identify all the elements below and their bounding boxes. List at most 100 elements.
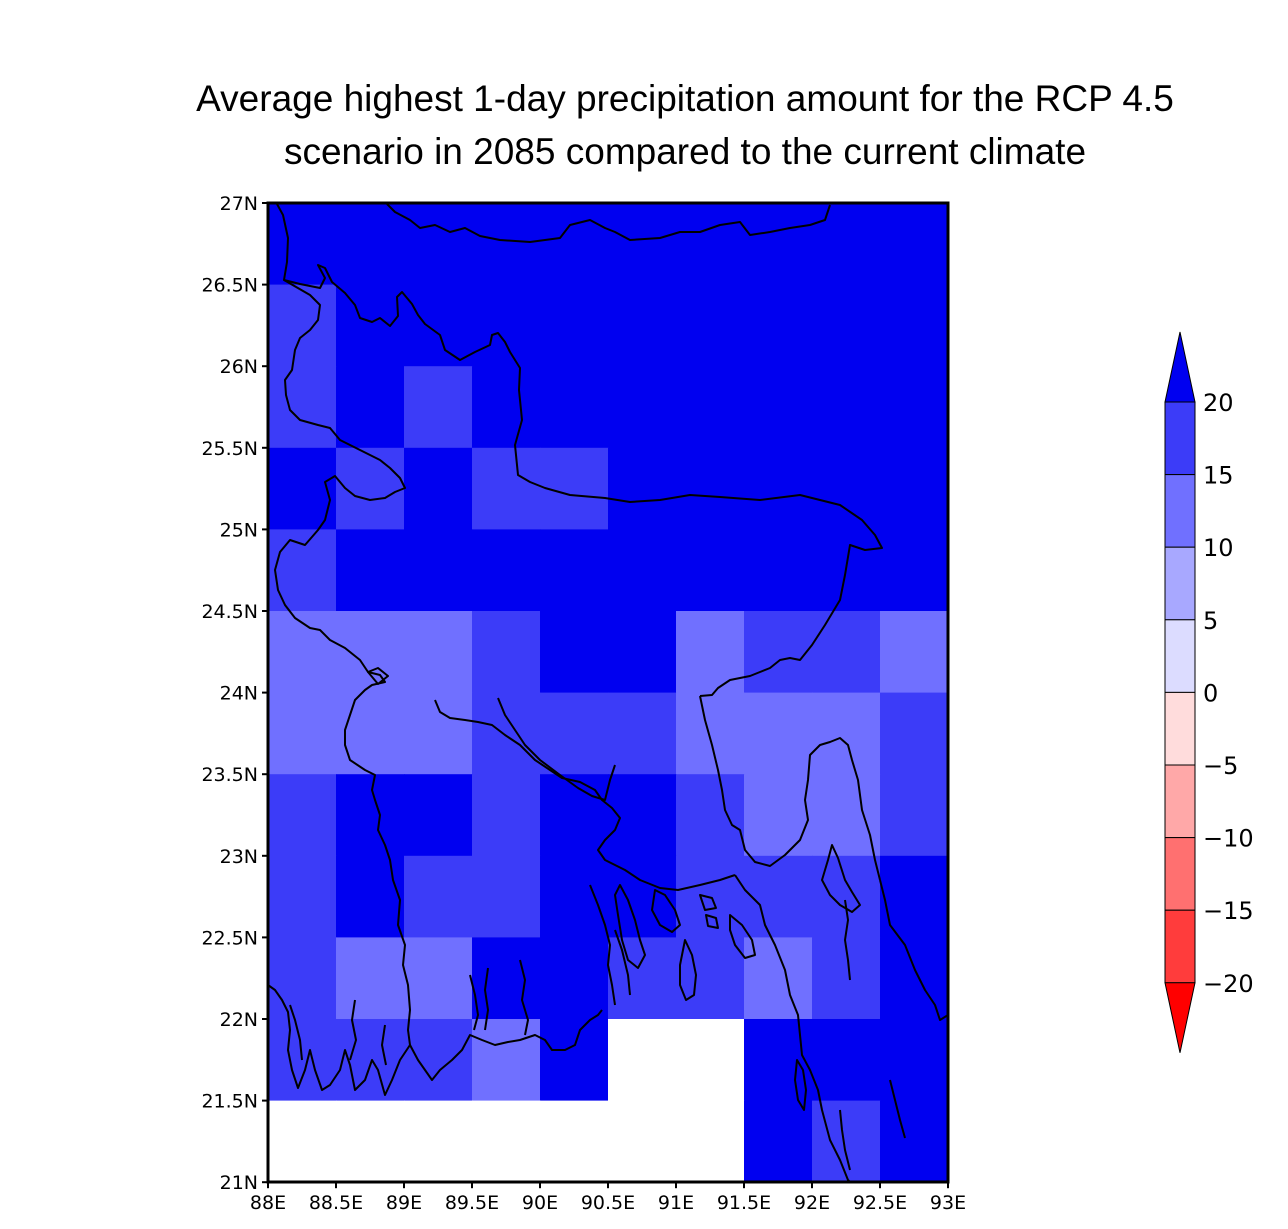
x-axis-tick-label: 89E <box>386 1192 422 1214</box>
tidal-river-5 <box>484 967 489 1031</box>
x-axis: 88E 88.5E 89E 89.5E 90E 90.5E 91E 91.5E 92E 92.5E… <box>250 1182 966 1214</box>
x-axis-tick-label: 88.5E <box>309 1192 363 1214</box>
grid-cell <box>880 855 949 938</box>
grid-cell <box>812 855 881 938</box>
grid-cell <box>540 366 609 449</box>
y-axis: 27N 26.5N 26N 25.5N 25N 24.5N 24N 23.5N 23N 22.5N… <box>201 193 268 1194</box>
grid-cell <box>608 447 677 530</box>
grid-cell <box>472 774 541 857</box>
grid-cell <box>268 366 337 449</box>
east-coast-inlet <box>889 1079 906 1139</box>
colorbar-label: 15 <box>1203 462 1234 490</box>
tidal-river-8 <box>614 929 631 996</box>
grid-cell <box>676 366 745 449</box>
grid-cell <box>676 1100 745 1183</box>
grid-cell <box>336 774 405 857</box>
meghna-estuary-outline <box>699 695 881 881</box>
grid-cell <box>812 611 881 694</box>
grid-cell <box>880 447 949 530</box>
x-axis-tick-label: 88E <box>250 1192 286 1214</box>
colorbar-label: 10 <box>1203 534 1234 562</box>
grid-cell <box>336 1100 405 1183</box>
tidal-river-4 <box>469 974 479 1031</box>
grid-cell <box>336 611 405 694</box>
grid-cell <box>744 774 813 857</box>
grid-cell <box>472 447 541 530</box>
grid-cell <box>812 447 881 530</box>
grid-cell <box>540 203 609 286</box>
colorbar-segment <box>1164 619 1196 693</box>
y-axis-tick-label: 26N <box>220 356 258 378</box>
colorbar-label: 20 <box>1203 389 1234 417</box>
grid-cell <box>676 447 745 530</box>
grid-cell <box>880 284 949 367</box>
grid-cell <box>268 774 337 857</box>
eastern-river-line <box>844 899 851 981</box>
y-axis-tick-label: 21.5N <box>201 1091 258 1113</box>
grid-cell <box>472 1100 541 1183</box>
grid-cell <box>676 284 745 367</box>
grid-cell <box>268 1019 337 1102</box>
tidal-river-1 <box>289 1004 303 1061</box>
grid-cell <box>472 937 541 1020</box>
map-title: Average highest 1-day precipitation amou… <box>100 72 1270 178</box>
grid-cell <box>676 203 745 286</box>
grid-cell <box>404 937 473 1020</box>
y-axis-tick-label: 25N <box>220 519 258 541</box>
colorbar-segment <box>1164 764 1196 839</box>
bhola-island-outline <box>614 884 646 969</box>
grid-cell <box>540 611 609 694</box>
colorbar-segment <box>1164 909 1196 984</box>
kutubdia-island-outline <box>794 1059 807 1111</box>
grid-cell <box>608 774 677 857</box>
grid-cell <box>540 774 609 857</box>
colorbar-label: 5 <box>1203 607 1218 635</box>
grid-cell <box>472 284 541 367</box>
grid-cell <box>404 692 473 775</box>
grid-cell <box>676 1019 745 1102</box>
grid-cell <box>744 1019 813 1102</box>
grid-cell <box>676 611 745 694</box>
grid-cell <box>744 611 813 694</box>
western-border-line <box>274 279 411 1046</box>
x-axis-tick-label: 90E <box>522 1192 558 1214</box>
grid-cell <box>472 366 541 449</box>
grid-cell <box>540 529 609 612</box>
tidal-river-6 <box>519 959 529 1036</box>
colorbar-label: 0 <box>1203 679 1218 707</box>
grid-cell <box>472 1019 541 1102</box>
grid-cell <box>268 855 337 938</box>
southern-river-line <box>839 1109 851 1171</box>
y-axis-tick-label: 24.5N <box>201 601 258 623</box>
grid-cell <box>880 611 949 694</box>
grid-cell <box>744 529 813 612</box>
grid-cell <box>608 529 677 612</box>
grid-cell <box>880 937 949 1020</box>
grid-cell <box>744 1100 813 1183</box>
grid-cell <box>744 284 813 367</box>
grid-cell <box>744 447 813 530</box>
grid-cell <box>812 284 881 367</box>
grid-cell <box>336 692 405 775</box>
grid-cell <box>880 203 949 286</box>
northern-border-top <box>386 203 831 243</box>
grid-cell <box>336 529 405 612</box>
grid-cell <box>540 1100 609 1183</box>
y-axis-tick-label: 23.5N <box>201 764 258 786</box>
northern-border-line <box>276 203 883 697</box>
y-axis-tick-label: 25.5N <box>201 438 258 460</box>
y-axis-tick-label: 26.5N <box>201 275 258 297</box>
grid-cell <box>812 1019 881 1102</box>
grid-cell <box>608 1019 677 1102</box>
grid-cell <box>744 203 813 286</box>
grid-cell <box>676 937 745 1020</box>
hatiya-island-outline <box>651 889 681 933</box>
x-axis-tick-label: 89.5E <box>445 1192 499 1214</box>
grid-cell <box>676 774 745 857</box>
grid-cell <box>404 203 473 286</box>
grid-cell <box>404 1019 473 1102</box>
map-title-line-2: scenario in 2085 compared to the current… <box>283 131 1087 172</box>
grid-cell <box>744 692 813 775</box>
grid-cell <box>404 611 473 694</box>
grid-cell <box>268 203 337 286</box>
